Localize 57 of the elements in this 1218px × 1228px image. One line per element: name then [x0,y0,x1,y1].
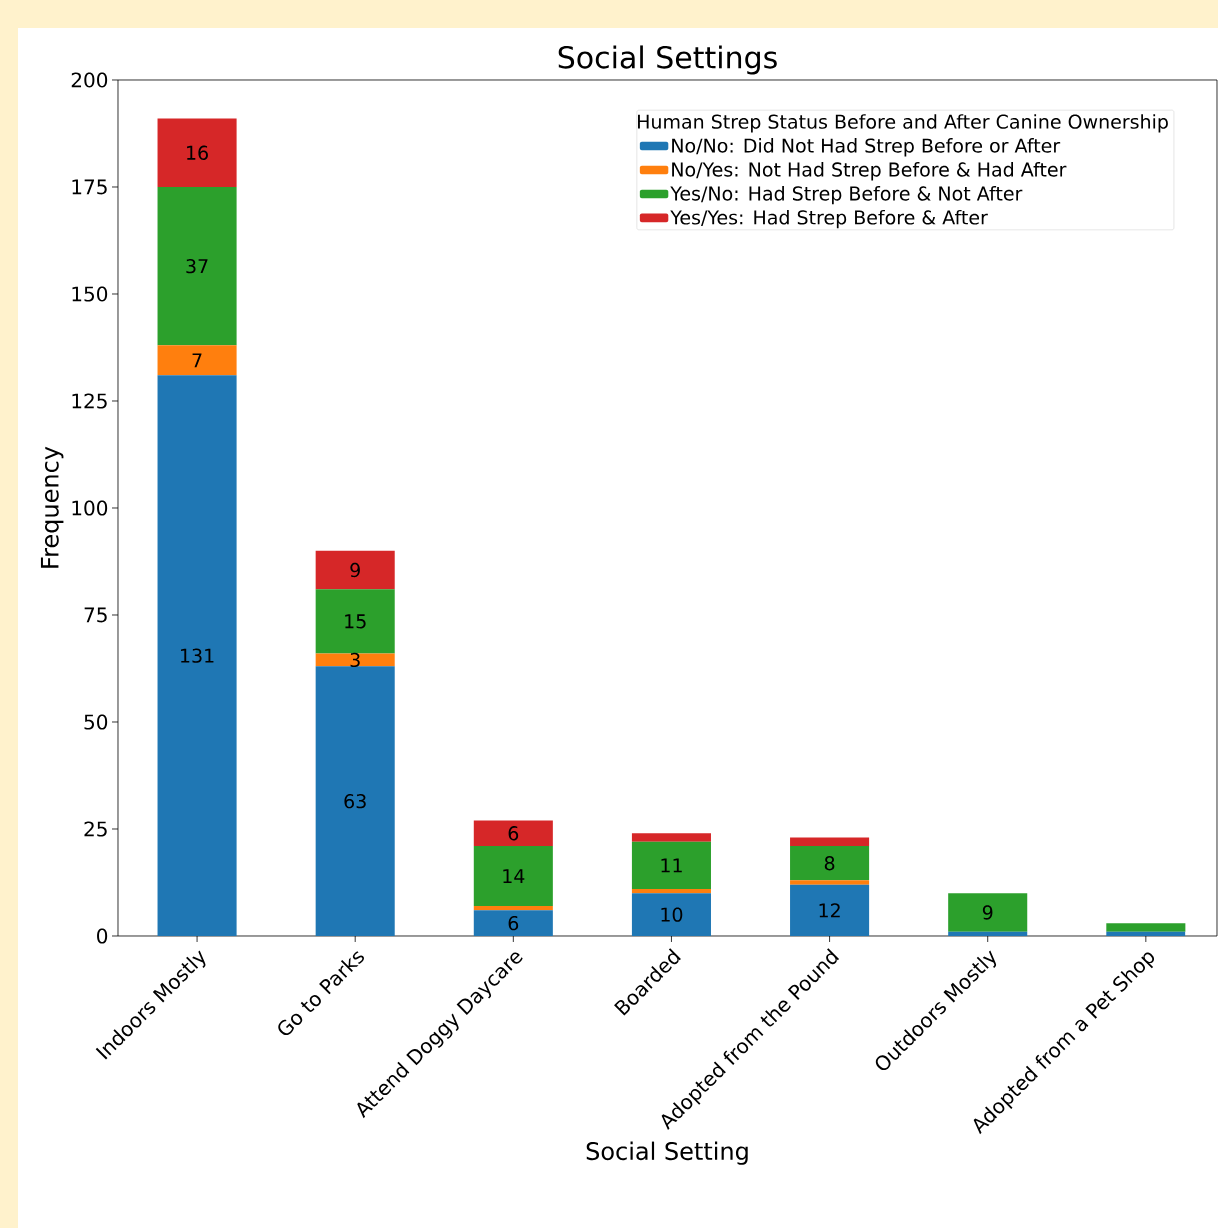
data-label: 7 [192,353,202,368]
data-label: 6 [508,915,519,931]
bar [631,833,711,842]
data-label: 131 [181,648,214,663]
legend-title: Human Strep Status Before and After Canine Ownership [638,114,1168,133]
bar [1106,923,1186,932]
data-label: 14 [503,869,525,883]
y-tick-label: 200 [71,72,108,88]
data-label: 6 [508,826,519,841]
bar [473,846,553,907]
y-tick-label: 50 [84,714,108,730]
data-label: 16 [187,145,208,160]
y-axis-title: Frequency [40,446,64,568]
data-label: 63 [344,793,366,809]
data-label: 3 [350,652,360,668]
bar [157,186,237,346]
legend-label: No/No: Did Not Had Strep Before or After [672,138,1061,157]
data-label: 9 [982,905,993,920]
data-label: 8 [824,856,835,871]
bar [315,653,395,667]
legend-label: Yes/No: Had Strep Before & Not After [670,185,1023,205]
bar [1106,931,1186,936]
bar [473,906,553,911]
bar [315,666,395,936]
bar [790,837,870,847]
data-label: 12 [819,903,840,918]
x-axis-title: Social Setting [586,1141,748,1165]
y-tick-label: 25 [84,821,107,837]
data-label: 11 [661,858,682,873]
y-tick-label: 125 [72,393,107,409]
legend-label: No/Yes: Not Had Strep Before & Had After [672,162,1067,181]
bar [631,841,711,889]
bar [315,589,395,654]
bar [631,888,711,894]
y-tick-label: 100 [72,500,108,516]
bar [948,893,1028,932]
bar [157,118,237,187]
bar [315,550,395,590]
bar [473,910,553,936]
bar [790,880,870,885]
data-label: 9 [350,562,360,578]
bar [948,931,1028,936]
data-label: 37 [186,258,208,274]
y-tick-label: 0 [97,928,108,944]
chart-title: Social Settings [558,45,777,75]
bar [790,884,870,936]
bar [631,893,711,936]
data-label: 10 [661,907,683,922]
y-tick-label: 75 [84,607,107,623]
legend-label: Yes/Yes: Had Strep Before & After [670,209,988,229]
y-tick-label: 150 [72,286,108,302]
y-tick-label: 175 [72,179,107,195]
data-label: 15 [345,614,366,629]
bar [473,820,553,847]
bar [157,345,237,376]
bar [157,375,237,936]
bar [790,846,870,881]
